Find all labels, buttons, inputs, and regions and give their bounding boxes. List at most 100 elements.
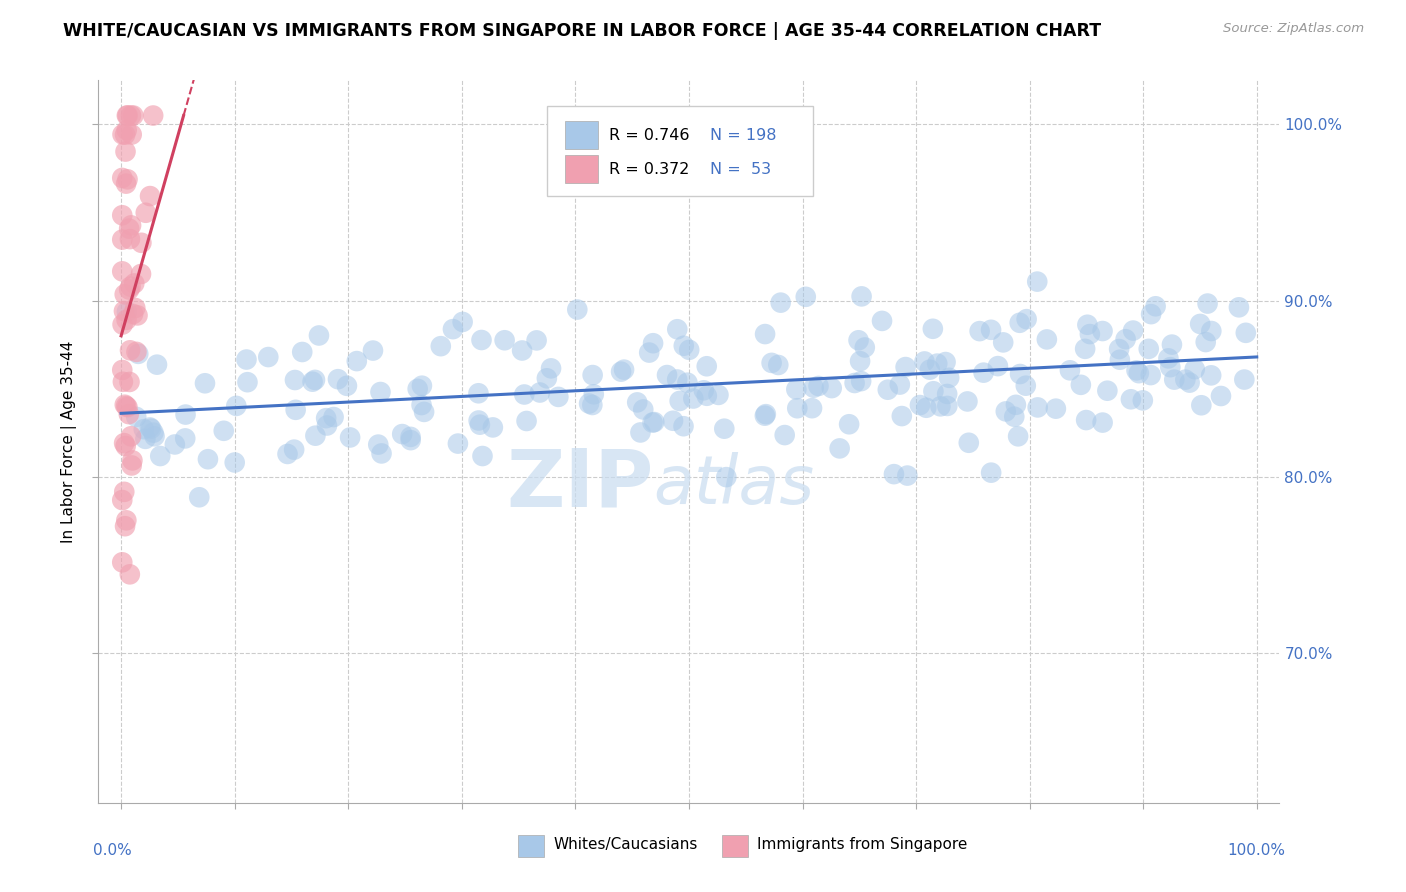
Point [391,427,413,442]
Point [283,442,305,457]
Point [121,128,143,142]
Point [918,362,941,376]
Point [613,362,636,376]
Point [115,109,138,123]
Point [526,334,548,348]
Point [938,371,960,385]
Point [212,424,235,438]
Point [1227,301,1250,315]
Point [120,279,142,293]
Point [111,555,134,569]
Point [761,356,783,370]
Point [794,290,817,304]
Point [1070,377,1092,392]
Point [129,267,152,281]
Point [115,399,138,413]
Point [987,359,1010,373]
Point [1045,401,1067,416]
Point [146,358,169,372]
Point [471,449,494,463]
Point [139,189,162,203]
Point [114,145,136,159]
Point [936,399,959,413]
Point [304,373,326,387]
Text: atlas: atlas [654,452,814,518]
Point [676,376,699,390]
Point [118,407,141,421]
Point [1184,362,1206,376]
Point [447,436,470,450]
Point [114,287,136,301]
Point [115,123,138,137]
Point [304,428,326,442]
Point [118,283,141,297]
Point [754,327,776,342]
Point [786,401,808,416]
Point [430,339,453,353]
Point [1074,342,1097,356]
Point [125,344,148,359]
Text: R = 0.372: R = 0.372 [609,161,689,177]
Point [188,490,211,504]
Point [610,365,633,379]
Point [1076,413,1098,427]
Point [135,206,157,220]
Text: Source: ZipAtlas.com: Source: ZipAtlas.com [1223,22,1364,36]
Point [638,345,661,359]
Point [411,378,433,392]
Point [1125,363,1147,377]
Point [142,425,165,440]
Text: 0.0%: 0.0% [93,843,131,857]
Point [1008,316,1031,330]
Point [807,379,830,393]
Point [1122,324,1144,338]
FancyBboxPatch shape [565,121,598,149]
Point [118,232,141,246]
Point [914,354,936,368]
Point [513,387,536,401]
Point [276,447,298,461]
Point [114,398,136,412]
Point [582,387,605,401]
Point [1157,351,1180,366]
Point [678,343,700,357]
Point [630,425,652,440]
Point [894,360,917,375]
Point [125,409,148,424]
Point [117,109,139,123]
Point [1197,296,1219,310]
Point [315,411,337,425]
Point [626,395,648,409]
Point [896,468,918,483]
Point [536,371,558,385]
Point [581,398,603,412]
Point [467,413,489,427]
Point [1007,429,1029,443]
Point [1091,324,1114,338]
Point [141,422,163,436]
Point [672,339,695,353]
Point [336,379,359,393]
Point [194,376,217,391]
Point [876,383,898,397]
Point [117,400,139,414]
Point [142,109,165,123]
Point [470,333,492,347]
Point [851,289,873,303]
Point [122,109,145,123]
Text: WHITE/CAUCASIAN VS IMMIGRANTS FROM SINGAPORE IN LABOR FORCE | AGE 35-44 CORRELAT: WHITE/CAUCASIAN VS IMMIGRANTS FROM SINGA… [63,22,1101,40]
Point [174,408,197,422]
FancyBboxPatch shape [565,155,598,183]
Point [149,449,172,463]
Point [922,384,945,399]
Point [516,414,538,428]
Point [1026,275,1049,289]
Point [399,430,422,444]
Point [1163,373,1185,387]
Point [662,414,685,428]
Point [118,343,141,358]
Point [111,264,134,278]
Point [122,307,145,321]
Point [117,172,139,186]
Point [768,358,790,372]
